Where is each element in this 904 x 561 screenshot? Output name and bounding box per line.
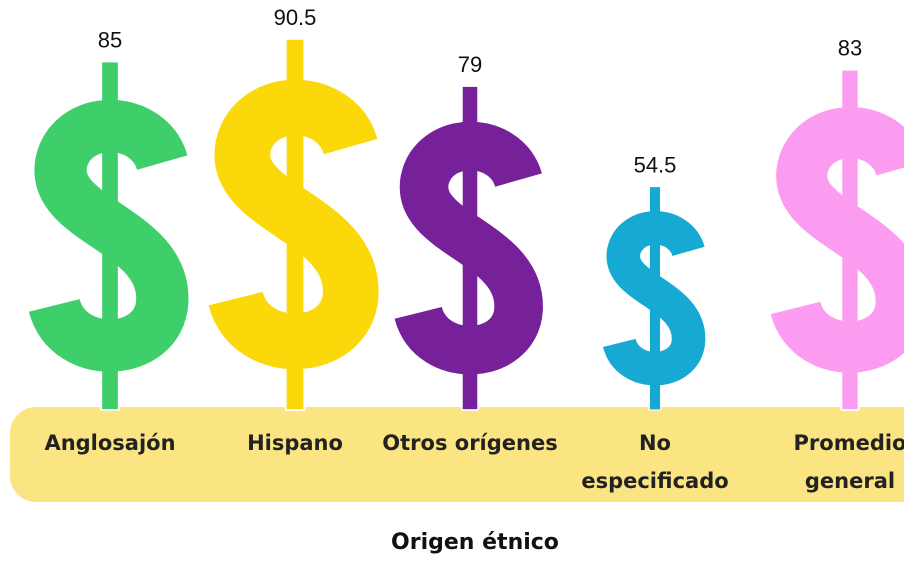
dollar-sign xyxy=(770,68,904,411)
label-band xyxy=(10,407,904,502)
category-label: Promedio general xyxy=(793,431,904,493)
dollar-sign xyxy=(394,85,543,411)
x-axis-label: Origen étnico xyxy=(391,530,559,555)
category-label: Anglosajón xyxy=(44,431,176,455)
value-label: 79 xyxy=(458,52,482,77)
value-label: 83 xyxy=(838,36,862,61)
dollar-sign xyxy=(602,185,706,411)
dollar-s xyxy=(602,211,706,386)
dollar-s xyxy=(770,107,904,373)
value-label: 90.5 xyxy=(274,5,317,30)
category-label: Hispano xyxy=(247,431,343,455)
value-label: 85 xyxy=(98,28,122,53)
dollar-sign xyxy=(208,38,379,411)
dollar-s xyxy=(208,79,379,370)
category-label: No especificado xyxy=(581,431,729,493)
dollar-s xyxy=(394,121,543,375)
category-label: Otros orígenes xyxy=(382,431,558,455)
dollar-s xyxy=(28,99,189,372)
value-label: 54.5 xyxy=(634,153,677,178)
dollar-sign xyxy=(28,60,189,411)
